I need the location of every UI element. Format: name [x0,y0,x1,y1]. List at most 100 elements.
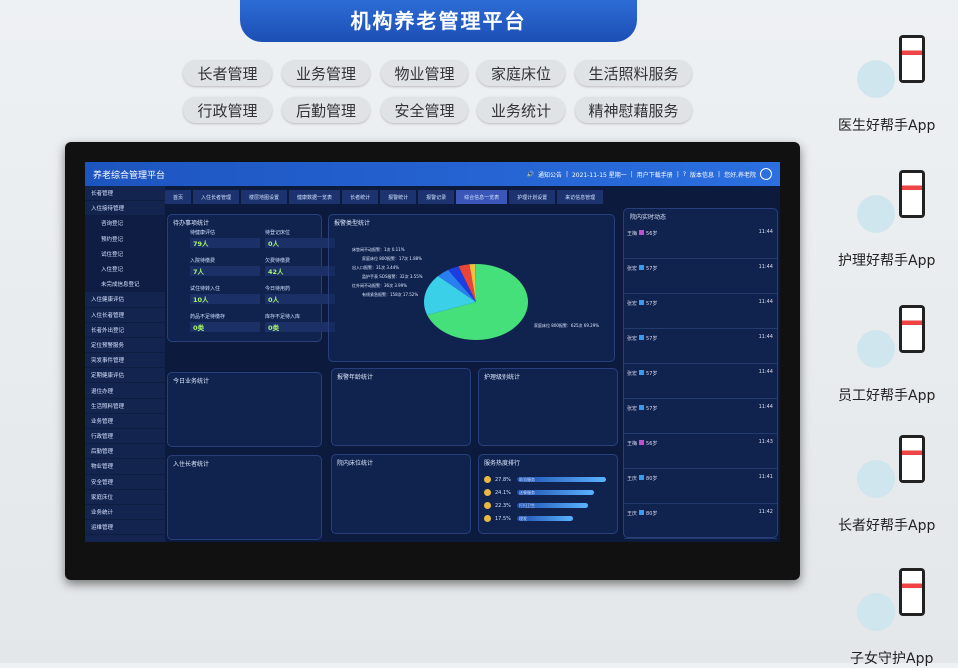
sidebar-item[interactable]: 退住办理 [85,383,165,398]
sidebar-item[interactable]: 生活照料管理 [85,399,165,414]
resident-name: 张宏 [627,301,637,307]
tab[interactable]: 来访信息管理 [557,190,603,204]
panel-title: 院内床位统计 [337,458,465,467]
sidebar-item[interactable]: 业务管理 [85,414,165,429]
tab[interactable]: 健康数据一览表 [289,190,340,204]
medal-icon [484,502,491,509]
feed-time: 11:44 [759,264,773,270]
sidebar-item[interactable]: 长者管理 [85,186,165,201]
phone-icon [899,435,925,483]
resident-name: 张宏 [627,406,637,412]
tab[interactable]: 首页 [165,190,191,204]
sidebar-item[interactable]: 定位预警服务 [85,338,165,353]
resident-name: 张宏 [627,266,637,272]
help-icon[interactable]: ? [683,171,686,178]
sidebar-item[interactable]: 入住长者管理 [85,308,165,323]
notice-link[interactable]: 通知公告 [538,170,562,179]
sidebar-item[interactable]: 咨询登记 [85,216,165,231]
stat-label: 待健康评估 [190,230,215,236]
sidebar-item[interactable]: 预约登记 [85,232,165,247]
stat-value: 0类 [190,322,260,332]
pie-label: 红外闲不动报警：36次 3.99% [352,282,407,288]
tab[interactable]: 报警记录 [418,190,454,204]
hot-rank-row: 17.5%理发 [484,512,612,525]
tab[interactable]: 综合信息一览表 [456,190,507,204]
beds-panel: 院内床位统计 [331,454,471,534]
hot-pct: 22.3% [495,503,513,509]
sidebar-item[interactable]: 后勤管理 [85,444,165,459]
manual-link[interactable]: 用户下载手册 [637,170,673,179]
sidebar-item[interactable]: 未完成信息登记 [85,277,165,292]
sidebar-item[interactable]: 安全管理 [85,475,165,490]
sidebar-item[interactable]: 定期健康评估 [85,368,165,383]
tab[interactable]: 护理计划设置 [509,190,555,204]
pie-label: 出入口报警：31次 3.44% [352,264,399,270]
today-panel: 今日业务统计 [167,372,322,447]
sidebar-item[interactable]: 入住接待管理 [85,201,165,216]
male-icon [639,510,644,515]
feed-time: 11:44 [759,229,773,235]
chart-title: 报警类型统计 [334,218,609,227]
hot-pct: 24.1% [495,490,513,496]
hot-bar: 打扫卫生 [517,503,588,508]
app-title: 养老综合管理平台 [93,168,165,181]
hot-label: 打扫卫生 [519,503,535,508]
sidebar-item[interactable]: 业务统计 [85,505,165,520]
app-label: 子女守护App [850,648,933,668]
resident-age: 57岁 [646,406,657,412]
sidebar-item[interactable]: 试住登记 [85,247,165,262]
tab[interactable]: 报警统计 [380,190,416,204]
version-link[interactable]: 版本信息 [690,170,714,179]
sidebar-item[interactable]: 入住登记 [85,262,165,277]
hot-label: 理发 [519,516,527,521]
residents-panel: 入住长者统计 [167,455,322,540]
male-icon [639,335,644,340]
feed-time: 11:43 [759,439,773,445]
tab[interactable]: 入住长者管理 [193,190,239,204]
hot-rank-row: 27.8%助浴服务 [484,473,612,486]
user-avatar-icon[interactable] [760,168,772,180]
phone-icon [899,35,925,83]
feed-time: 11:44 [759,369,773,375]
stat-label: 欠费待缴费 [265,258,290,264]
speaker-icon: 🔊 [526,171,533,178]
female-icon [639,440,644,445]
phone-icon [899,305,925,353]
hot-rank-row: 22.3% 打扫卫生 [484,499,612,512]
tab[interactable]: 长者统计 [342,190,378,204]
sidebar-item[interactable]: 长者外出登记 [85,323,165,338]
resident-age: 80岁 [646,476,657,482]
sidebar-item[interactable]: 行政管理 [85,429,165,444]
sidebar-item[interactable]: 物业管理 [85,459,165,474]
sidebar-item[interactable]: 运维管理 [85,520,165,535]
hot-rank-row: 24.1%送餐服务 [484,486,612,499]
tab[interactable]: 楼层地图设置 [241,190,287,204]
feature-tag: 物业管理 [381,60,468,86]
feature-tag: 行政管理 [183,97,272,123]
sidebar-item[interactable]: 入住健康评估 [85,292,165,307]
sidebar-item[interactable]: 突发事件管理 [85,353,165,368]
sidebar-item[interactable]: 家庭床位 [85,490,165,505]
male-icon [639,405,644,410]
